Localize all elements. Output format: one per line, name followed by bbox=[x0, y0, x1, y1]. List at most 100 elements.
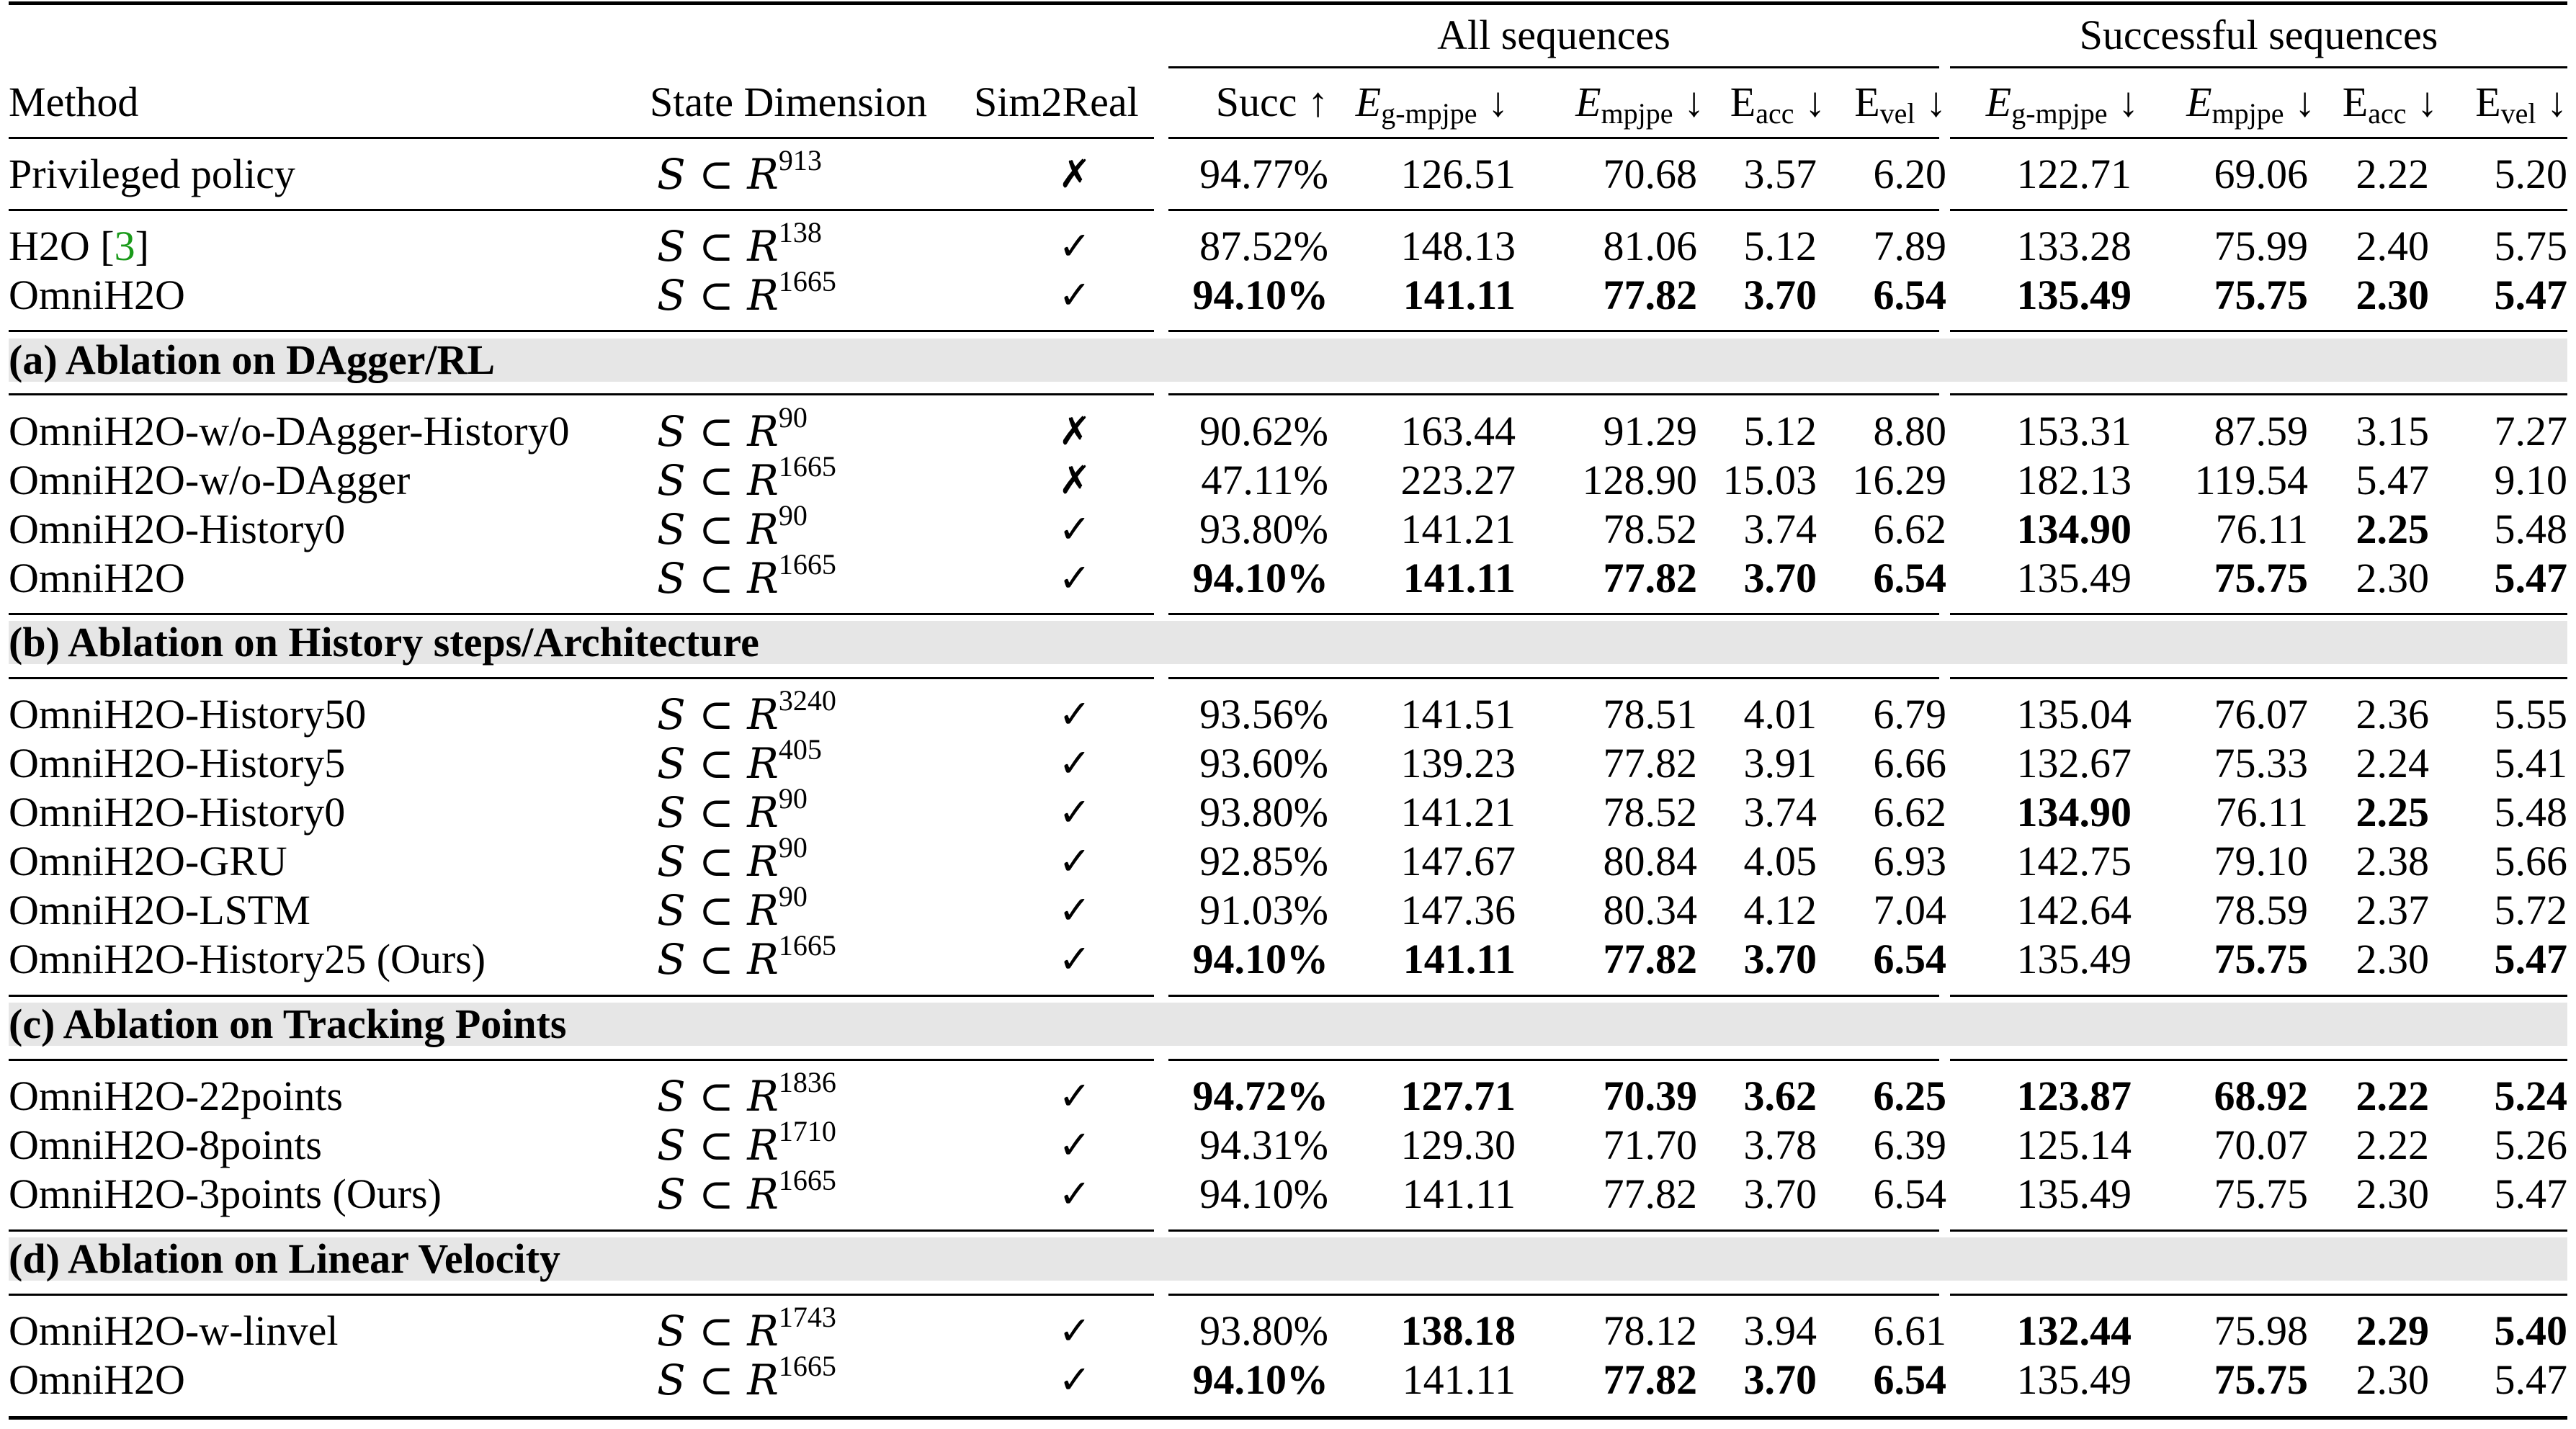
down-arrow: ↓ bbox=[2294, 79, 2315, 125]
section-title: (b) Ablation on History steps/Architectu… bbox=[9, 619, 759, 666]
metric-cell-all: 139.23 bbox=[1400, 740, 1516, 787]
metric-cell-all: 94.72% bbox=[1192, 1072, 1329, 1119]
metric-cell-all: 3.62 bbox=[1743, 1072, 1817, 1119]
sim2real-mark: ✗ bbox=[1058, 457, 1091, 503]
state-dimension-value: 90 bbox=[778, 401, 808, 434]
metric-cell-all: 3.70 bbox=[1743, 1170, 1817, 1217]
metric-cell-all: 3.74 bbox=[1743, 506, 1817, 552]
down-arrow: ↓ bbox=[1683, 79, 1704, 125]
sub-mpjpe: mpjpe bbox=[2211, 97, 2284, 130]
metric-cell-successful: 3.15 bbox=[2356, 408, 2430, 454]
metric-cell-all: 80.34 bbox=[1603, 887, 1698, 933]
state-dimension-cell: S ⊂ R1665 bbox=[657, 550, 836, 604]
section-rule bbox=[9, 1294, 1154, 1296]
metric-cell-all: 93.60% bbox=[1199, 740, 1328, 787]
state-space-symbol: S ⊂ R bbox=[657, 222, 779, 271]
section-rule bbox=[9, 1229, 1154, 1232]
group-rule-all bbox=[1168, 66, 1939, 68]
state-space-symbol: S ⊂ R bbox=[657, 554, 779, 603]
metric-cell-all: 6.20 bbox=[1873, 151, 1947, 197]
sub-mpjpe: mpjpe bbox=[1601, 97, 1673, 130]
metric-cell-successful: 2.25 bbox=[2356, 506, 2430, 552]
metric-cell-successful: 5.47 bbox=[2494, 1356, 2568, 1403]
state-dimension-value: 90 bbox=[778, 831, 808, 864]
sub-vel: vel bbox=[1879, 97, 1915, 130]
metric-cell-all: 3.70 bbox=[1743, 936, 1817, 982]
metric-cell-all: 78.52 bbox=[1603, 506, 1698, 552]
metric-cell-successful: 135.49 bbox=[2016, 1170, 2132, 1217]
sub-acc: acc bbox=[2368, 97, 2407, 130]
metric-cell-all: 141.11 bbox=[1403, 555, 1516, 601]
metric-cell-successful: 75.75 bbox=[2214, 936, 2309, 982]
metric-cell-all: 94.10% bbox=[1192, 936, 1329, 982]
sim2real-mark: ✓ bbox=[1058, 789, 1091, 835]
state-dimension-cell: S ⊂ R90 bbox=[657, 784, 808, 838]
metric-cell-all: 3.70 bbox=[1743, 272, 1817, 318]
metric-cell-all: 5.12 bbox=[1743, 223, 1817, 269]
metric-cell-successful: 75.33 bbox=[2214, 740, 2309, 787]
metric-cell-all: 94.31% bbox=[1199, 1121, 1328, 1168]
sim2real-mark: ✓ bbox=[1058, 936, 1091, 982]
citation-link[interactable]: 3 bbox=[114, 223, 135, 269]
metric-cell-all: 78.12 bbox=[1603, 1307, 1698, 1354]
state-dimension-value: 90 bbox=[778, 499, 808, 532]
sim2real-mark: ✓ bbox=[1058, 838, 1091, 884]
metric-cell-all: 6.54 bbox=[1873, 1356, 1947, 1403]
metric-cell-all: 77.82 bbox=[1603, 936, 1698, 982]
method-cell: OmniH2O-History25 (Ours) bbox=[9, 936, 486, 982]
section-rule bbox=[1950, 1229, 2567, 1232]
metric-cell-successful: 2.30 bbox=[2356, 1356, 2430, 1403]
state-dimension-cell: S ⊂ R1665 bbox=[657, 452, 836, 506]
metric-cell-all: 81.06 bbox=[1603, 223, 1698, 269]
metric-cell-successful: 2.30 bbox=[2356, 555, 2430, 601]
section-rule bbox=[1168, 1294, 1939, 1296]
metric-cell-all: 93.80% bbox=[1199, 789, 1328, 836]
metric-cell-all: 3.94 bbox=[1743, 1307, 1817, 1354]
section-title: (c) Ablation on Tracking Points bbox=[9, 1000, 567, 1047]
metric-cell-successful: 5.72 bbox=[2494, 887, 2568, 933]
method-cell: OmniH2O-8points bbox=[9, 1121, 322, 1168]
metric-cell-all: 93.80% bbox=[1199, 1307, 1328, 1354]
metric-cell-successful: 2.40 bbox=[2356, 223, 2430, 269]
col-header-succ-eacc: Eacc ↓ bbox=[2315, 78, 2438, 130]
sim2real-mark: ✓ bbox=[1058, 691, 1091, 737]
state-space-symbol: S ⊂ R bbox=[657, 690, 779, 739]
col-header-method: Method bbox=[9, 79, 139, 125]
metric-cell-all: 148.13 bbox=[1400, 223, 1516, 269]
state-dimension-value: 405 bbox=[778, 733, 822, 766]
metric-cell-successful: 5.75 bbox=[2494, 223, 2568, 269]
e-symbol: E bbox=[2475, 79, 2501, 125]
section-title: (a) Ablation on DAgger/RL bbox=[9, 336, 496, 383]
metric-cell-all: 92.85% bbox=[1199, 838, 1328, 884]
state-dimension-value: 1665 bbox=[778, 450, 836, 483]
method-cell: OmniH2O-History5 bbox=[9, 740, 346, 787]
metric-cell-successful: 79.10 bbox=[2214, 838, 2309, 884]
metric-cell-all: 8.80 bbox=[1873, 408, 1947, 454]
metric-cell-successful: 7.27 bbox=[2494, 408, 2568, 454]
metric-cell-all: 127.71 bbox=[1400, 1072, 1516, 1119]
section-rule bbox=[1950, 613, 2567, 615]
metric-cell-successful: 133.28 bbox=[2016, 223, 2132, 269]
section-rule bbox=[1168, 393, 1939, 395]
state-space-symbol: S ⊂ R bbox=[657, 935, 779, 984]
metric-cell-successful: 76.11 bbox=[2215, 506, 2308, 552]
method-cell: OmniH2O-LSTM bbox=[9, 887, 310, 933]
metric-cell-all: 6.93 bbox=[1873, 838, 1947, 884]
metric-cell-all: 141.11 bbox=[1402, 1356, 1516, 1403]
col-header-sim2real: Sim2Real bbox=[974, 79, 1139, 125]
metric-cell-all: 6.54 bbox=[1873, 272, 1947, 318]
metric-cell-successful: 75.99 bbox=[2214, 223, 2309, 269]
method-cell: H2O [3] bbox=[9, 223, 149, 269]
metric-cell-successful: 76.11 bbox=[2215, 789, 2308, 836]
metric-cell-successful: 87.59 bbox=[2214, 408, 2309, 454]
col-header-all-empjpe: Empjpe ↓ bbox=[1508, 78, 1704, 130]
metric-cell-all: 77.82 bbox=[1603, 1356, 1698, 1403]
state-space-symbol: S ⊂ R bbox=[657, 788, 779, 837]
metric-cell-successful: 75.75 bbox=[2214, 1356, 2309, 1403]
sim2real-mark: ✓ bbox=[1058, 272, 1091, 318]
metric-cell-all: 6.79 bbox=[1873, 691, 1947, 738]
metric-cell-all: 6.62 bbox=[1873, 789, 1947, 836]
section-rule bbox=[1950, 209, 2567, 211]
sim2real-mark: ✗ bbox=[1058, 151, 1091, 197]
metric-cell-all: 91.03% bbox=[1199, 887, 1328, 933]
